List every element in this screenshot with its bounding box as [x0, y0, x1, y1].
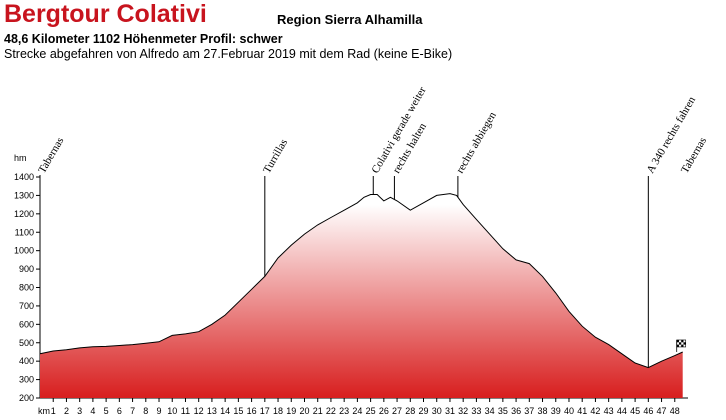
x-tick-label: 34 [485, 406, 495, 416]
x-axis-label: km [38, 406, 50, 416]
x-tick-label: 6 [117, 406, 122, 416]
x-tick-label: 9 [157, 406, 162, 416]
y-tick-label: 600 [19, 319, 34, 329]
y-axis-label: hm [14, 153, 27, 163]
page-title: Bergtour Colativi [4, 0, 207, 28]
x-tick-label: 26 [379, 406, 389, 416]
x-tick-label: 8 [143, 406, 148, 416]
x-tick-label: 35 [498, 406, 508, 416]
tour-stats: 48,6 Kilometer 1102 Höhenmeter Profil: s… [4, 32, 283, 46]
x-tick-label: 17 [260, 406, 270, 416]
y-tick-label: 1100 [15, 227, 34, 237]
x-tick-label: 37 [524, 406, 534, 416]
x-tick-label: 33 [471, 406, 481, 416]
x-tick-label: 14 [220, 406, 230, 416]
x-tick-label: 21 [313, 406, 323, 416]
x-tick-label: 16 [247, 406, 257, 416]
x-tick-label: 20 [299, 406, 309, 416]
x-tick-label: 1 [51, 406, 56, 416]
y-tick-label: 1000 [14, 246, 34, 256]
tour-description: Strecke abgefahren von Alfredo am 27.Feb… [4, 47, 453, 61]
x-tick-label: 47 [657, 406, 667, 416]
checkered-flag-icon [676, 339, 687, 352]
waypoint-label: rechts abbiegen [454, 110, 499, 176]
x-tick-label: 42 [590, 406, 600, 416]
x-tick-label: 27 [392, 406, 402, 416]
x-tick-label: 32 [458, 406, 468, 416]
y-tick-label: 300 [19, 375, 34, 385]
x-tick-label: 43 [604, 406, 614, 416]
x-tick-label: 29 [419, 406, 429, 416]
x-tick-label: 28 [405, 406, 415, 416]
waypoint-label: Turrillas [261, 137, 290, 175]
x-tick-label: 41 [577, 406, 587, 416]
x-tick-label: 23 [339, 406, 349, 416]
x-tick-label: 46 [643, 406, 653, 416]
x-tick-label: 18 [273, 406, 283, 416]
x-tick-label: 11 [181, 406, 190, 416]
x-tick-label: 36 [511, 406, 521, 416]
x-tick-label: 45 [630, 406, 640, 416]
y-tick-label: 500 [19, 338, 34, 348]
x-tick-label: 38 [538, 406, 548, 416]
waypoint-label: Tabernas [36, 135, 66, 175]
x-tick-label: 13 [207, 406, 217, 416]
x-tick-label: 22 [326, 406, 336, 416]
y-tick-label: 1300 [14, 190, 34, 200]
x-tick-label: 2 [64, 406, 69, 416]
x-tick-label: 12 [194, 406, 204, 416]
x-tick-label: 44 [617, 406, 627, 416]
elevation-line [39, 193, 683, 369]
x-tick-label: 25 [366, 406, 376, 416]
y-tick-label: 800 [19, 283, 34, 293]
elevation-area [40, 193, 683, 398]
x-tick-label: 19 [286, 406, 296, 416]
x-tick-label: 39 [551, 406, 561, 416]
x-tick-label: 5 [104, 406, 109, 416]
x-tick-label: 10 [167, 406, 177, 416]
x-tick-label: 4 [90, 406, 95, 416]
y-tick-label: 1200 [14, 209, 34, 219]
y-tick-label: 200 [19, 393, 34, 403]
x-tick-label: 40 [564, 406, 574, 416]
y-tick-label: 1400 [14, 172, 34, 182]
x-tick-label: 31 [445, 406, 455, 416]
x-tick-label: 30 [432, 406, 442, 416]
y-tick-label: 400 [19, 356, 34, 366]
y-tick-label: 900 [19, 264, 34, 274]
x-tick-label: 48 [670, 406, 680, 416]
x-tick-label: 24 [352, 406, 362, 416]
y-tick-label: 700 [19, 301, 34, 311]
x-tick-label: 3 [77, 406, 82, 416]
region-label: Region Sierra Alhamilla [277, 12, 423, 27]
x-tick-label: 15 [233, 406, 243, 416]
x-tick-label: 7 [130, 406, 135, 416]
waypoint-label: Tabernas [679, 135, 709, 175]
